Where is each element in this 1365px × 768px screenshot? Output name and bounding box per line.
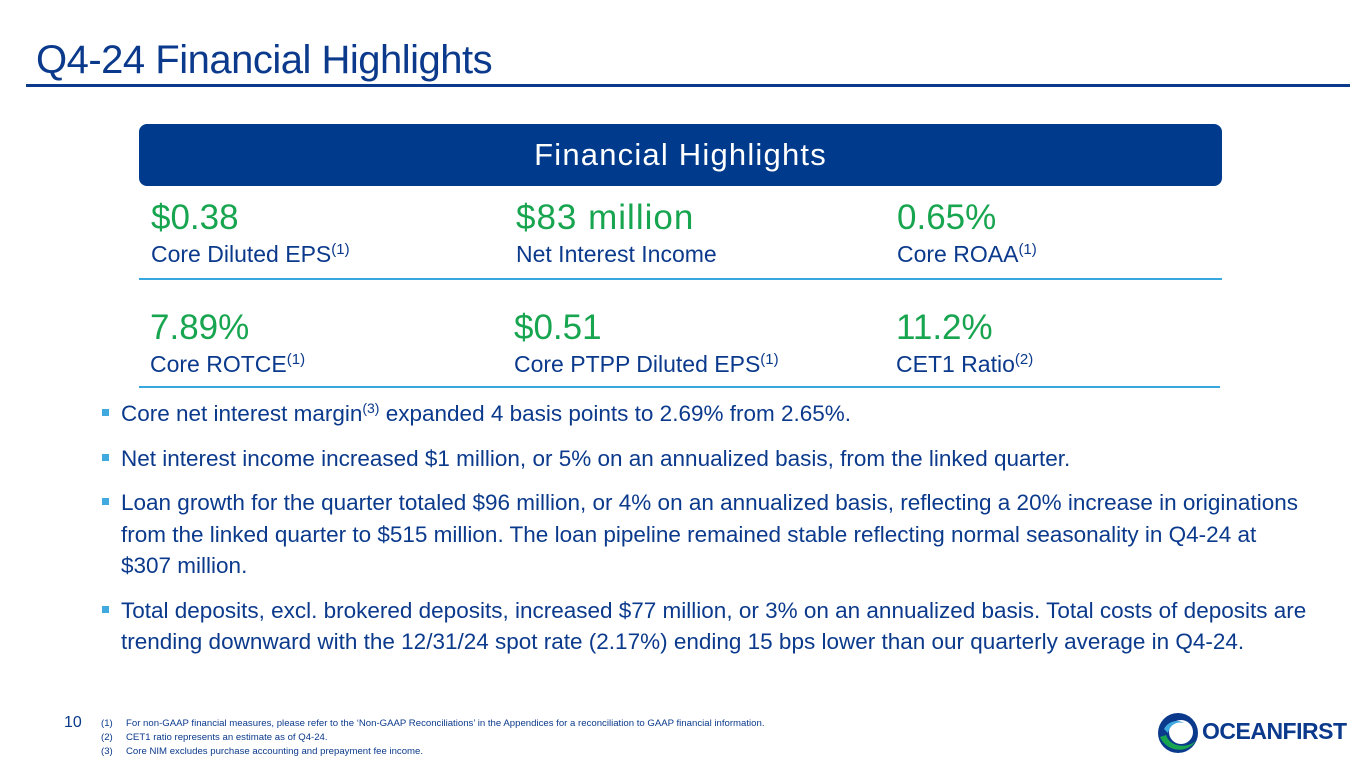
list-item: Loan growth for the quarter totaled $96 … (100, 487, 1310, 582)
bullet-marker-icon (102, 605, 109, 613)
metric-value: $0.38 (151, 198, 239, 237)
metric-label: Core ROTCE(1) (150, 351, 306, 377)
metric-value: 7.89% (150, 308, 250, 347)
metric-core-diluted-eps: $0.38 Core Diluted EPS(1) (151, 198, 350, 268)
metric-value: 11.2% (896, 308, 993, 347)
footnote: (1) For non-GAAP financial measures, plea… (101, 718, 765, 729)
wave-logo-icon (1158, 713, 1198, 753)
metric-value: 0.65% (897, 198, 997, 237)
metric-net-interest-income: $83 million Net Interest Income (516, 198, 717, 268)
row-divider (139, 386, 1220, 388)
list-item: Net interest income increased $1 million… (100, 443, 1310, 475)
footnote: (3) Core NIM excludes purchase accounting… (101, 745, 424, 757)
metric-value: $0.51 (514, 308, 602, 347)
footnote: (2) CET1 ratio represents an estimate as … (101, 731, 328, 743)
metric-core-rotce: 7.89% Core ROTCE(1) (150, 308, 305, 378)
metric-cet1-ratio: 11.2% CET1 Ratio(2) (896, 308, 1033, 378)
highlights-bullet-list: Core net interest margin(3) expanded 4 b… (100, 398, 1310, 671)
logo-wordmark: OCEANFIRST (1202, 718, 1347, 744)
metric-core-roaa: 0.65% Core ROAA(1) (897, 198, 1037, 268)
page-title: Q4-24 Financial Highlights (36, 38, 493, 82)
highlights-banner: Financial Highlights (139, 124, 1222, 186)
page-number: 10 (64, 714, 82, 731)
title-underline (26, 84, 1350, 87)
metric-label: Core ROAA(1) (897, 241, 1037, 267)
metric-label: Core PTPP Diluted EPS(1) (514, 351, 779, 377)
list-item: Core net interest margin(3) expanded 4 b… (100, 398, 1310, 430)
metric-value: $83 million (516, 198, 695, 237)
footnotes: (1) For non-GAAP financial measures, plea… (101, 717, 765, 758)
banner-title: Financial Highlights (534, 137, 827, 172)
metric-label: Core Diluted EPS(1) (151, 241, 350, 267)
row-divider (139, 278, 1222, 280)
bullet-marker-icon (102, 453, 109, 461)
metric-label: CET1 Ratio(2) (896, 351, 1034, 377)
list-item: Total deposits, excl. brokered deposits,… (100, 595, 1310, 658)
metric-label: Net Interest Income (516, 241, 717, 267)
oceanfirst-logo: OCEANFIRST (1156, 711, 1347, 755)
metric-core-ptpp-diluted-eps: $0.51 Core PTPP Diluted EPS(1) (514, 308, 779, 378)
bullet-marker-icon (102, 498, 109, 505)
bullet-marker-icon (102, 409, 109, 416)
